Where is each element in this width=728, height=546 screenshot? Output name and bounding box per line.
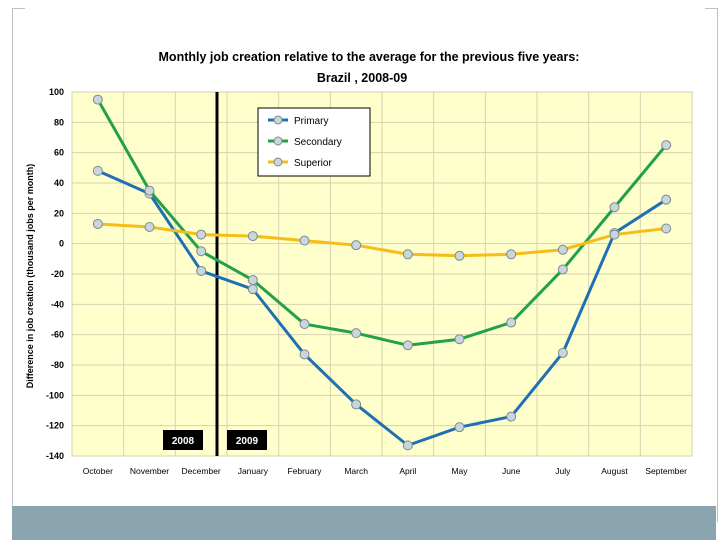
- slide-frame: [12, 8, 718, 522]
- data-point-secondary: [247, 275, 258, 286]
- y-tick-label: 80: [54, 117, 64, 127]
- y-tick-label: -20: [51, 269, 64, 279]
- y-tick-label: 60: [54, 148, 64, 158]
- data-point-superior: [557, 244, 568, 255]
- y-tick-label: -120: [46, 421, 64, 431]
- frame-corner-left: [13, 8, 25, 9]
- legend-marker-secondary: [273, 136, 283, 146]
- data-point-primary: [351, 399, 362, 410]
- series-line-secondary: [96, 98, 668, 347]
- year-box-2008: [163, 430, 203, 450]
- data-point-primary: [92, 165, 103, 176]
- frame-corner-right: [705, 8, 717, 9]
- x-tick-label: August: [601, 466, 628, 476]
- y-tick-label: 0: [59, 239, 64, 249]
- data-point-superior: [144, 221, 155, 232]
- x-tick-label: January: [238, 466, 269, 476]
- data-point-superior: [351, 240, 362, 251]
- y-tick-label: 20: [54, 208, 64, 218]
- data-point-superior: [609, 229, 620, 240]
- data-point-secondary: [661, 140, 672, 151]
- year-box-2009: [227, 430, 267, 450]
- series-line-primary: [97, 169, 667, 447]
- data-point-secondary: [299, 319, 310, 330]
- data-point-superior: [196, 229, 207, 240]
- data-point-superior: [661, 223, 672, 234]
- data-point-secondary: [506, 317, 517, 328]
- chart-subtitle: Brazil , 2008-09: [317, 71, 407, 85]
- y-tick-label: 40: [54, 178, 64, 188]
- y-tick-label: -60: [51, 330, 64, 340]
- x-tick-label: December: [182, 466, 221, 476]
- y-tick-label: -40: [51, 299, 64, 309]
- data-point-primary: [454, 422, 465, 433]
- data-point-primary: [661, 194, 672, 205]
- legend-marker-superior: [273, 157, 283, 167]
- data-point-primary: [506, 411, 517, 422]
- legend-marker-primary: [273, 115, 283, 125]
- x-tick-label: July: [555, 466, 571, 476]
- data-point-secondary: [557, 264, 568, 275]
- x-tick-label: May: [451, 466, 468, 476]
- x-tick-label: October: [83, 466, 113, 476]
- year-label-2009: 2009: [236, 436, 259, 447]
- chart-title: Monthly job creation relative to the ave…: [159, 50, 580, 64]
- data-point-secondary: [454, 334, 465, 345]
- x-tick-label: September: [645, 466, 687, 476]
- legend-label-primary: Primary: [294, 116, 328, 127]
- data-point-primary: [196, 265, 207, 276]
- x-tick-label: November: [130, 466, 169, 476]
- y-tick-label: -140: [46, 451, 64, 461]
- x-tick-label: March: [344, 466, 368, 476]
- x-tick-label: February: [287, 466, 322, 476]
- legend-label-secondary: Secondary: [294, 137, 342, 148]
- data-point-secondary: [402, 340, 413, 351]
- data-point-secondary: [609, 202, 620, 213]
- data-point-primary: [299, 349, 310, 360]
- data-point-secondary: [92, 94, 103, 105]
- x-tick-label: June: [502, 466, 521, 476]
- data-point-primary: [247, 284, 258, 295]
- series-line-superior: [97, 222, 667, 258]
- data-point-superior: [402, 249, 413, 260]
- data-point-secondary: [144, 185, 155, 196]
- x-tick-label: April: [399, 466, 416, 476]
- y-axis-label: Difference in job creation (thousand job…: [25, 164, 35, 389]
- footer-bar: [12, 506, 716, 540]
- y-tick-label: -100: [46, 390, 64, 400]
- data-point-superior: [299, 235, 310, 246]
- data-point-superior: [92, 218, 103, 229]
- data-point-secondary: [351, 328, 362, 339]
- y-tick-label: -80: [51, 360, 64, 370]
- data-point-secondary: [196, 246, 207, 257]
- y-tick-label: 100: [49, 87, 64, 97]
- data-point-superior: [454, 250, 465, 261]
- data-point-primary: [402, 440, 413, 451]
- legend-label-superior: Superior: [294, 158, 332, 169]
- year-label-2008: 2008: [172, 436, 195, 447]
- data-point-superior: [247, 231, 258, 242]
- data-point-primary: [557, 347, 568, 358]
- data-point-superior: [506, 249, 517, 260]
